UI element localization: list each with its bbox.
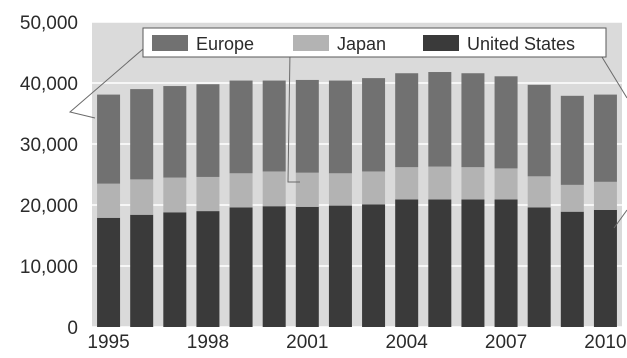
bar-united-states-2005 bbox=[428, 199, 452, 327]
y-axis-ticks: 0 10,000 20,000 30,000 40,000 50,000 bbox=[20, 13, 78, 339]
bar-united-states-2009 bbox=[560, 211, 584, 327]
bar-europe-1996 bbox=[130, 89, 154, 180]
bar-japan-2007 bbox=[494, 168, 518, 200]
y-tick-label: 20,000 bbox=[20, 196, 78, 217]
x-tick-label: 1998 bbox=[187, 332, 229, 353]
bar-europe-2005 bbox=[428, 72, 452, 167]
bar-europe-1997 bbox=[163, 86, 187, 178]
bar-japan-1996 bbox=[130, 179, 154, 215]
y-tick-label: 0 bbox=[67, 318, 78, 339]
bar-japan-1999 bbox=[229, 173, 253, 208]
y-tick-label: 40,000 bbox=[20, 74, 78, 95]
bar-japan-2008 bbox=[527, 176, 551, 208]
bars bbox=[97, 72, 617, 327]
y-tick-label: 50,000 bbox=[20, 13, 78, 34]
bar-united-states-2000 bbox=[262, 206, 286, 327]
bar-europe-2009 bbox=[560, 95, 584, 185]
legend: Europe Japan United States bbox=[142, 27, 607, 58]
x-axis-ticks: 1995 1998 2001 2004 2007 2010 bbox=[87, 332, 626, 353]
bar-united-states-2001 bbox=[295, 206, 319, 327]
bar-united-states-2003 bbox=[362, 204, 386, 327]
bar-japan-2004 bbox=[395, 167, 419, 200]
legend-label-japan: Japan bbox=[337, 34, 386, 54]
bar-japan-2000 bbox=[262, 171, 286, 207]
bar-japan-2009 bbox=[560, 184, 584, 212]
bar-united-states-2006 bbox=[461, 199, 485, 327]
bar-united-states-1999 bbox=[229, 207, 253, 327]
bar-japan-1998 bbox=[196, 176, 220, 212]
legend-label-united-states: United States bbox=[467, 34, 575, 54]
bar-united-states-2010 bbox=[593, 209, 617, 327]
bar-united-states-1997 bbox=[163, 212, 187, 327]
x-tick-label: 2004 bbox=[386, 332, 429, 353]
bar-japan-2006 bbox=[461, 167, 485, 200]
bar-europe-1999 bbox=[229, 80, 253, 174]
bar-europe-1998 bbox=[196, 84, 220, 177]
bar-japan-2010 bbox=[593, 181, 617, 210]
bar-japan-2003 bbox=[362, 171, 386, 205]
x-tick-label: 2007 bbox=[485, 332, 527, 353]
bar-united-states-2007 bbox=[494, 199, 518, 327]
legend-swatch-japan bbox=[293, 35, 329, 51]
x-tick-label: 2001 bbox=[286, 332, 328, 353]
bar-europe-1995 bbox=[97, 94, 121, 184]
legend-box bbox=[142, 27, 607, 58]
bar-europe-2000 bbox=[262, 80, 286, 172]
decor-line-left bbox=[68, 42, 151, 119]
bar-united-states-2008 bbox=[527, 207, 551, 327]
bar-europe-2007 bbox=[494, 76, 518, 169]
y-tick-label: 10,000 bbox=[20, 257, 78, 278]
legend-swatch-europe bbox=[152, 35, 188, 51]
bar-europe-2004 bbox=[395, 73, 419, 168]
bar-europe-2001 bbox=[295, 79, 319, 173]
bar-europe-2002 bbox=[328, 80, 352, 174]
bar-japan-2005 bbox=[428, 166, 452, 200]
legend-label-europe: Europe bbox=[196, 34, 254, 54]
bar-japan-2002 bbox=[328, 173, 352, 206]
bar-europe-2003 bbox=[362, 78, 386, 172]
bar-united-states-2004 bbox=[395, 199, 419, 327]
bar-europe-2006 bbox=[461, 73, 485, 168]
legend-swatch-united-states bbox=[423, 35, 459, 51]
bar-japan-1995 bbox=[97, 183, 121, 218]
bar-europe-2010 bbox=[593, 94, 617, 182]
x-tick-label: 2010 bbox=[584, 332, 626, 353]
bar-united-states-1996 bbox=[130, 214, 154, 327]
bar-united-states-2002 bbox=[328, 205, 352, 327]
y-tick-label: 30,000 bbox=[20, 135, 78, 156]
bar-europe-2008 bbox=[527, 84, 551, 177]
decor-line-right-lower bbox=[613, 209, 627, 229]
bar-japan-1997 bbox=[163, 177, 187, 213]
x-tick-label: 1995 bbox=[87, 332, 129, 353]
bar-united-states-1998 bbox=[196, 211, 220, 327]
bar-japan-2001 bbox=[295, 172, 319, 207]
bar-united-states-1995 bbox=[97, 217, 121, 327]
